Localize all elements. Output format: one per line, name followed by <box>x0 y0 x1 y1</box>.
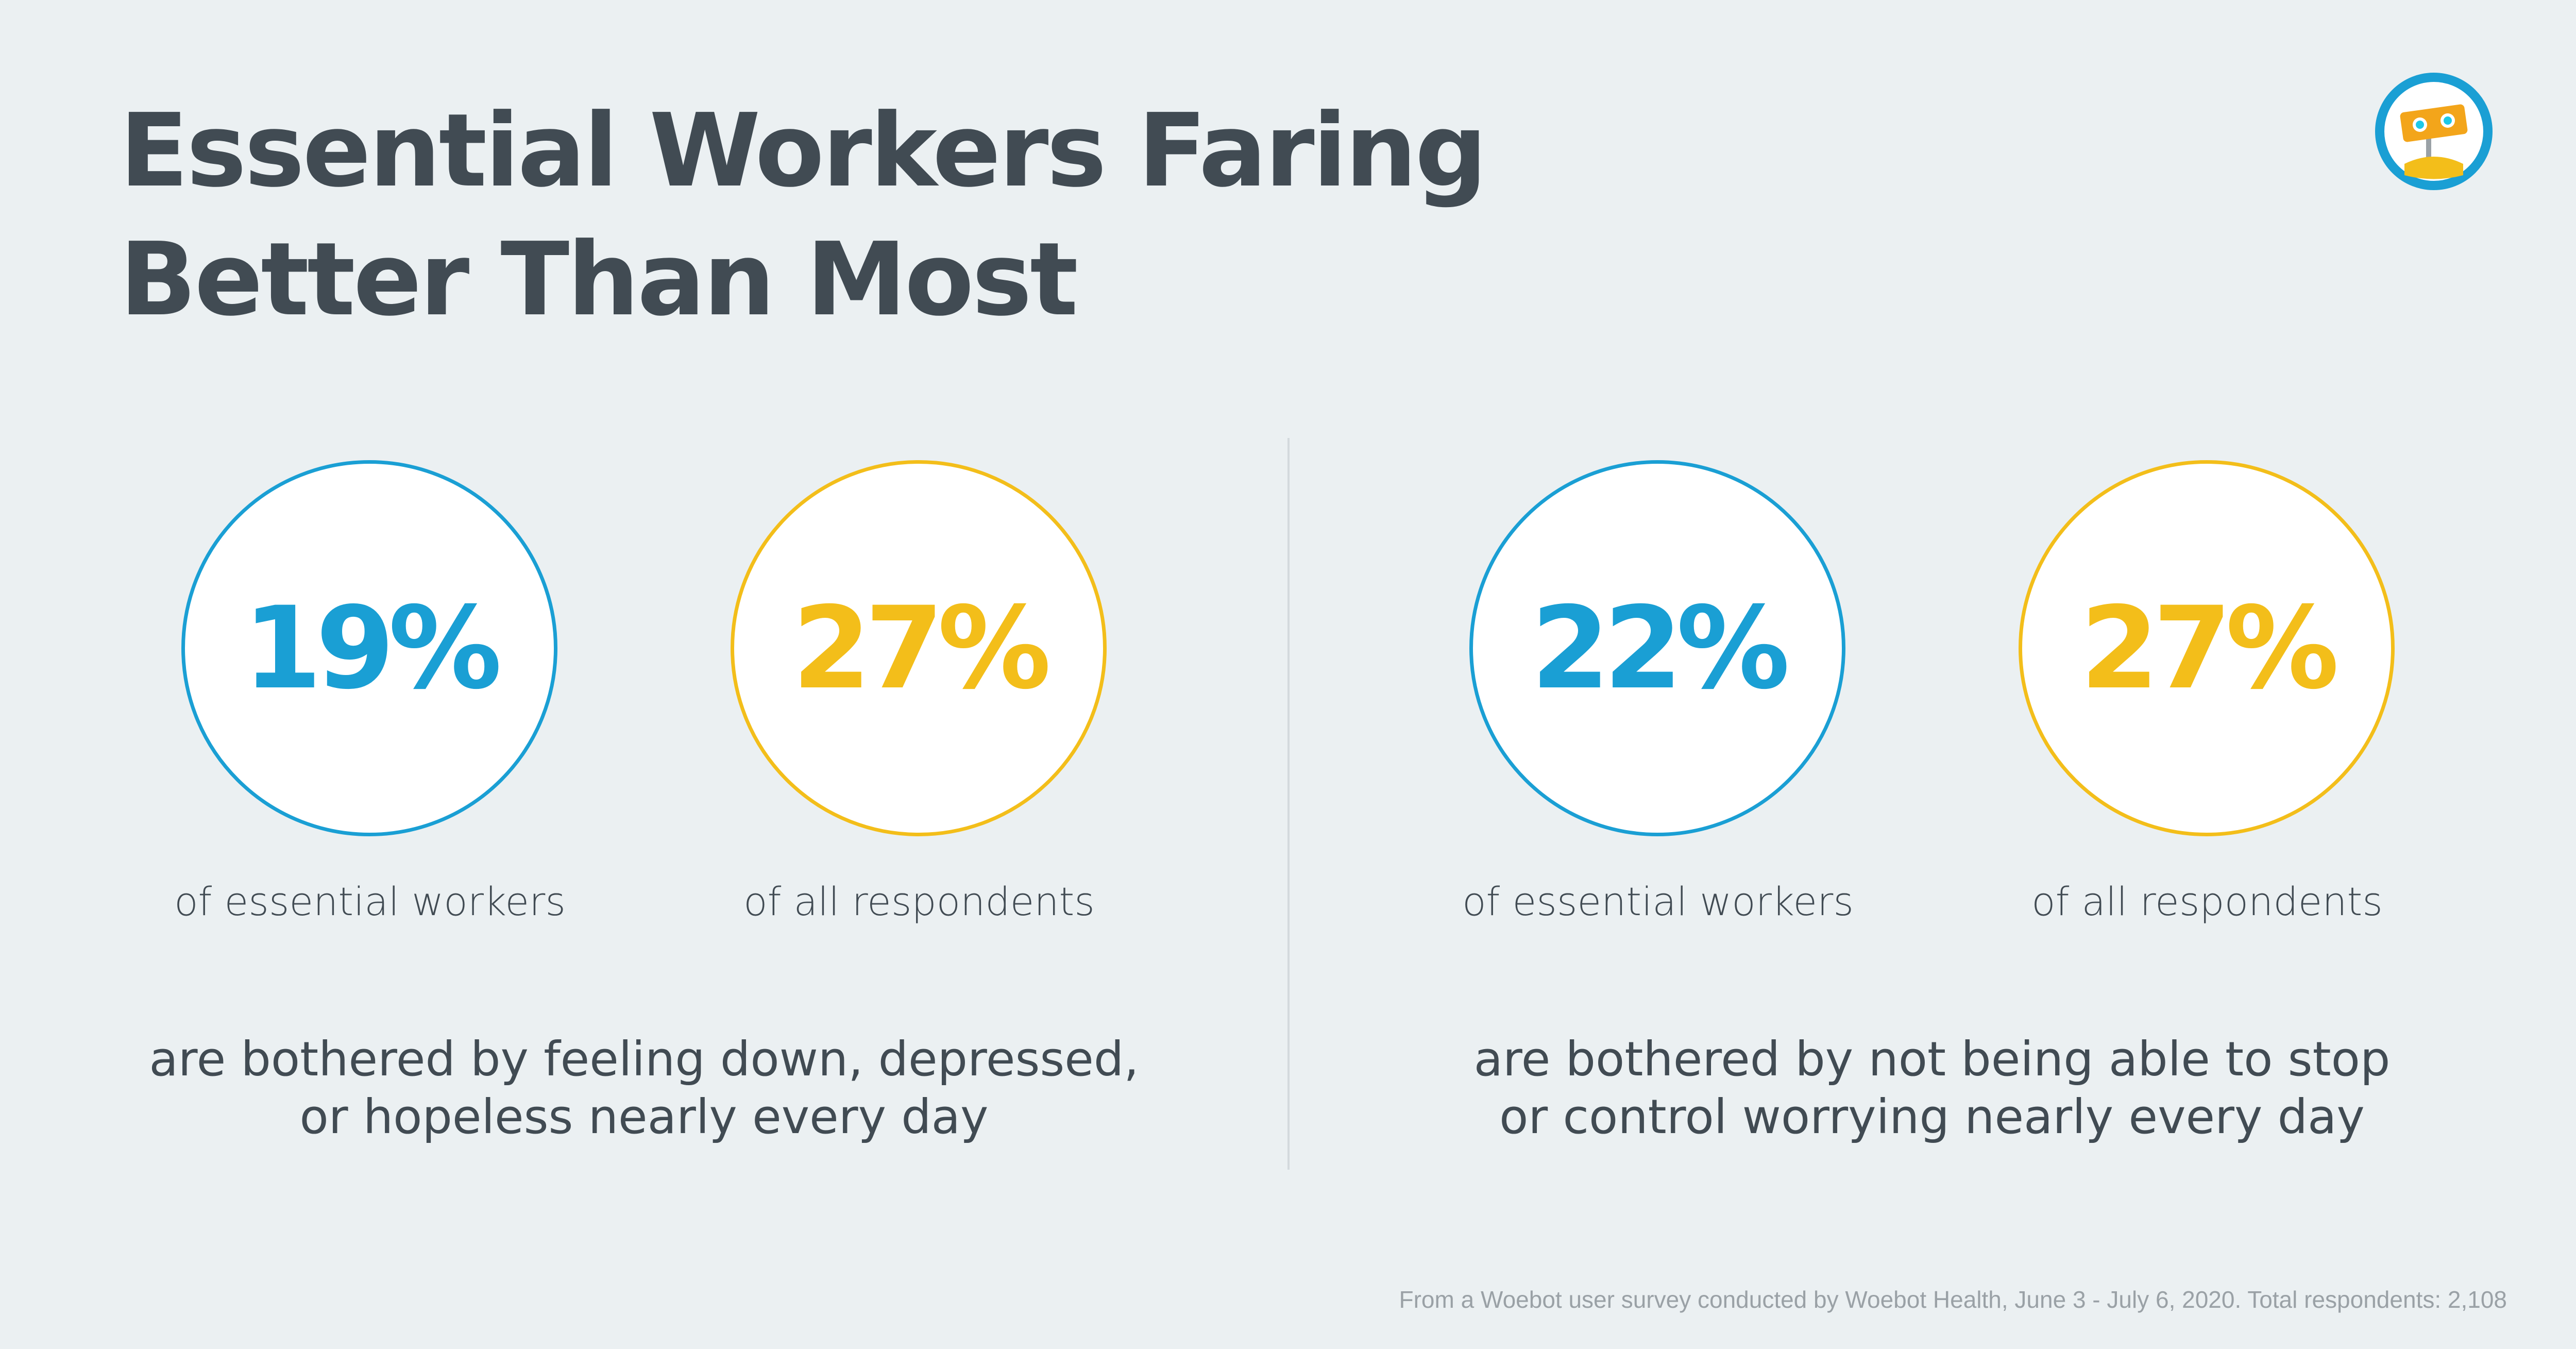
panel-divider <box>1287 438 1290 1170</box>
all-respondents-worry-circle: 27% <box>2019 460 2395 836</box>
stat-label: of essential workers <box>174 879 566 924</box>
stat-value: 19% <box>243 582 502 714</box>
stat-label: of all respondents <box>743 879 1095 924</box>
source-footnote: From a Woebot user survey conducted by W… <box>1399 1286 2507 1313</box>
woebot-robot-icon <box>2375 73 2493 190</box>
essential-workers-depressed-circle: 19% <box>181 460 557 836</box>
stat-label: of essential workers <box>1462 879 1854 924</box>
stat-value: 27% <box>792 582 1052 714</box>
caption-line: or control worrying nearly every day <box>1499 1089 2365 1144</box>
depression-caption: are bothered by feeling down, depressed,… <box>129 1031 1159 1146</box>
stat-label: of all respondents <box>2031 879 2383 924</box>
stat-value: 22% <box>1531 582 1790 714</box>
worry-caption: are bothered by not being able to stop o… <box>1417 1031 2447 1146</box>
caption-line: are bothered by not being able to stop <box>1473 1032 2391 1087</box>
stat-value: 27% <box>2080 582 2340 714</box>
title-line-2: Better Than Most <box>120 221 1078 339</box>
all-respondents-depressed-circle: 27% <box>731 460 1107 836</box>
title-line-1: Essential Workers Faring <box>120 92 1487 210</box>
caption-line: are bothered by feeling down, depressed, <box>149 1032 1139 1087</box>
page-title: Essential Workers Faring Better Than Mos… <box>120 87 1487 344</box>
caption-line: or hopeless nearly every day <box>299 1089 989 1144</box>
essential-workers-worry-circle: 22% <box>1469 460 1845 836</box>
